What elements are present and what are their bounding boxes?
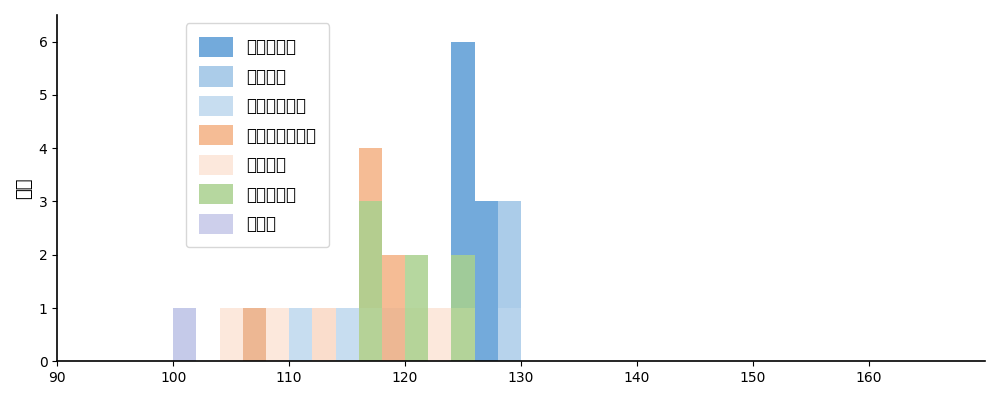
Bar (475, 202, 498, 361)
Bar (451, 308, 475, 361)
Bar (220, 308, 243, 361)
Y-axis label: 球数: 球数 (15, 177, 33, 199)
Bar (336, 308, 359, 361)
Bar (289, 308, 312, 361)
Bar (405, 255, 428, 361)
Bar (359, 202, 382, 361)
Bar (498, 202, 521, 361)
Bar (359, 148, 382, 361)
Bar (173, 308, 196, 361)
Bar (498, 308, 521, 361)
Bar (312, 308, 336, 361)
Bar (243, 308, 266, 361)
Bar (359, 308, 382, 361)
Bar (243, 308, 266, 361)
Bar (312, 308, 336, 361)
Bar (451, 42, 475, 361)
Bar (173, 308, 196, 361)
Bar (382, 255, 405, 361)
Bar (382, 308, 405, 361)
Bar (451, 255, 475, 361)
Bar (405, 308, 428, 361)
Legend: ストレート, シュート, カットボール, チェンジアップ, シンカー, スライダー, カーブ: ストレート, シュート, カットボール, チェンジアップ, シンカー, スライダ… (186, 23, 329, 247)
Bar (266, 308, 289, 361)
Bar (498, 308, 521, 361)
Bar (428, 308, 451, 361)
Bar (451, 308, 475, 361)
